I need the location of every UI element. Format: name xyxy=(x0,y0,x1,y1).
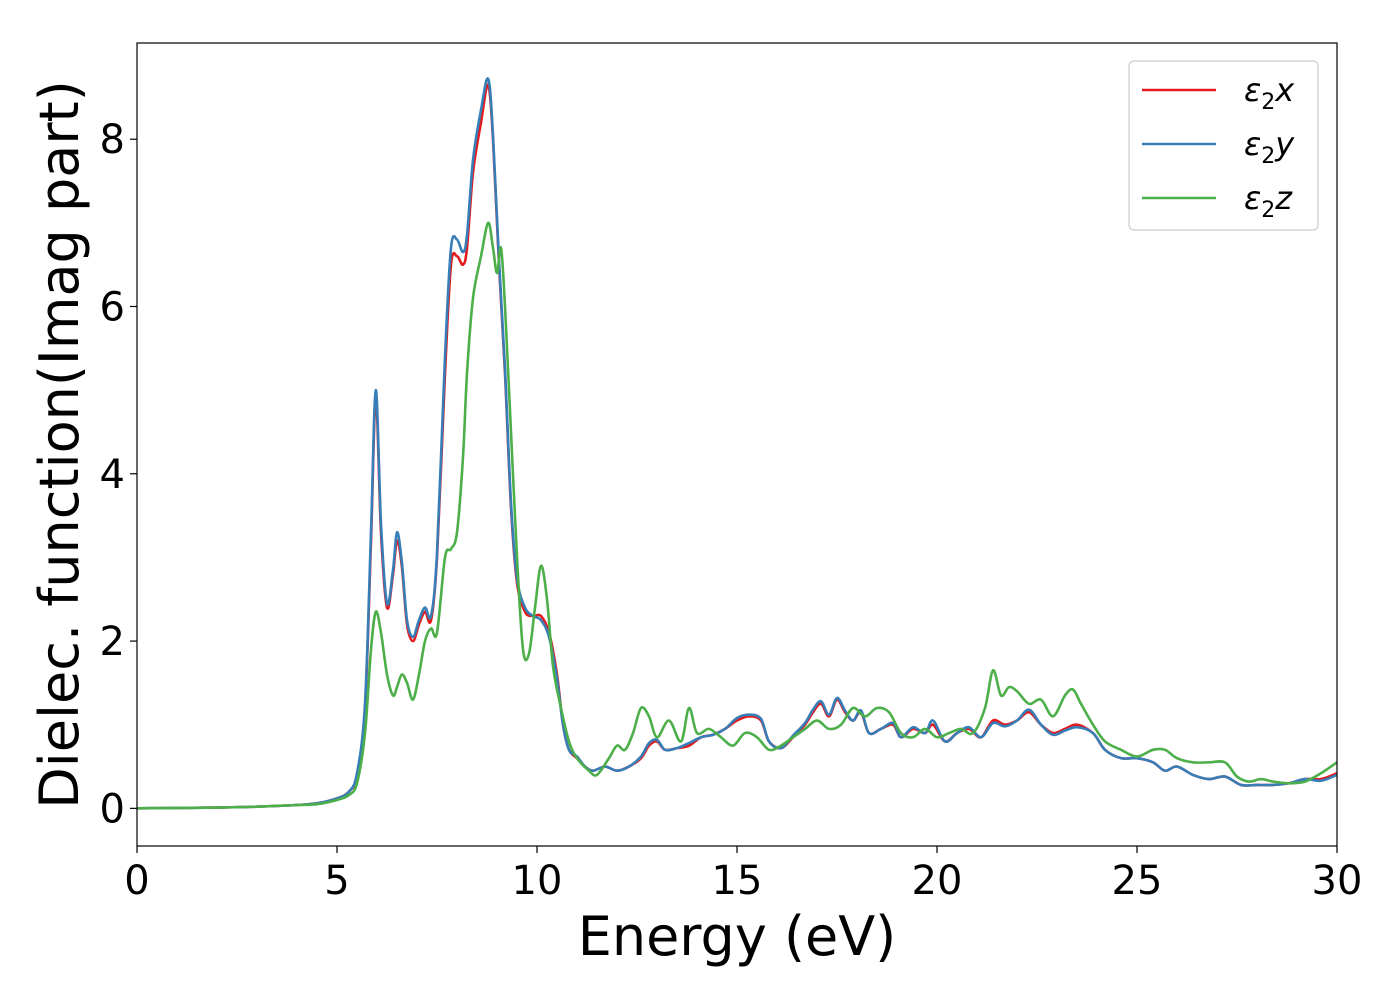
y-axis-title: Dielec. function(Imag part) xyxy=(28,80,91,809)
y-tick-label: 8 xyxy=(100,117,125,163)
plot-lines xyxy=(136,77,1338,810)
x-axis-title: Energy (eV) xyxy=(578,905,897,968)
series-line-z xyxy=(136,221,1338,810)
x-tick-label: 30 xyxy=(1312,858,1363,904)
x-tick-label: 15 xyxy=(712,858,763,904)
y-axis-ticks: 0 2 4 6 8 xyxy=(100,117,137,832)
legend-box xyxy=(1128,60,1319,231)
series-line-y xyxy=(136,77,1338,810)
y-tick-label: 4 xyxy=(100,452,125,498)
legend: ε2x ε2y ε2z xyxy=(1128,60,1319,231)
y-tick-label: 6 xyxy=(100,284,125,330)
legend-label: ε2z xyxy=(1244,179,1293,223)
x-axis-ticks: 0 5 10 15 20 25 30 xyxy=(124,846,1362,904)
legend-label: ε2x xyxy=(1244,71,1295,115)
x-tick-label: 25 xyxy=(1112,858,1163,904)
x-tick-label: 20 xyxy=(912,858,963,904)
x-tick-label: 5 xyxy=(324,858,349,904)
legend-label: ε2y xyxy=(1244,125,1295,169)
y-tick-label: 0 xyxy=(100,786,125,832)
x-tick-label: 0 xyxy=(124,858,149,904)
y-tick-label: 2 xyxy=(100,619,125,665)
x-tick-label: 10 xyxy=(512,858,563,904)
